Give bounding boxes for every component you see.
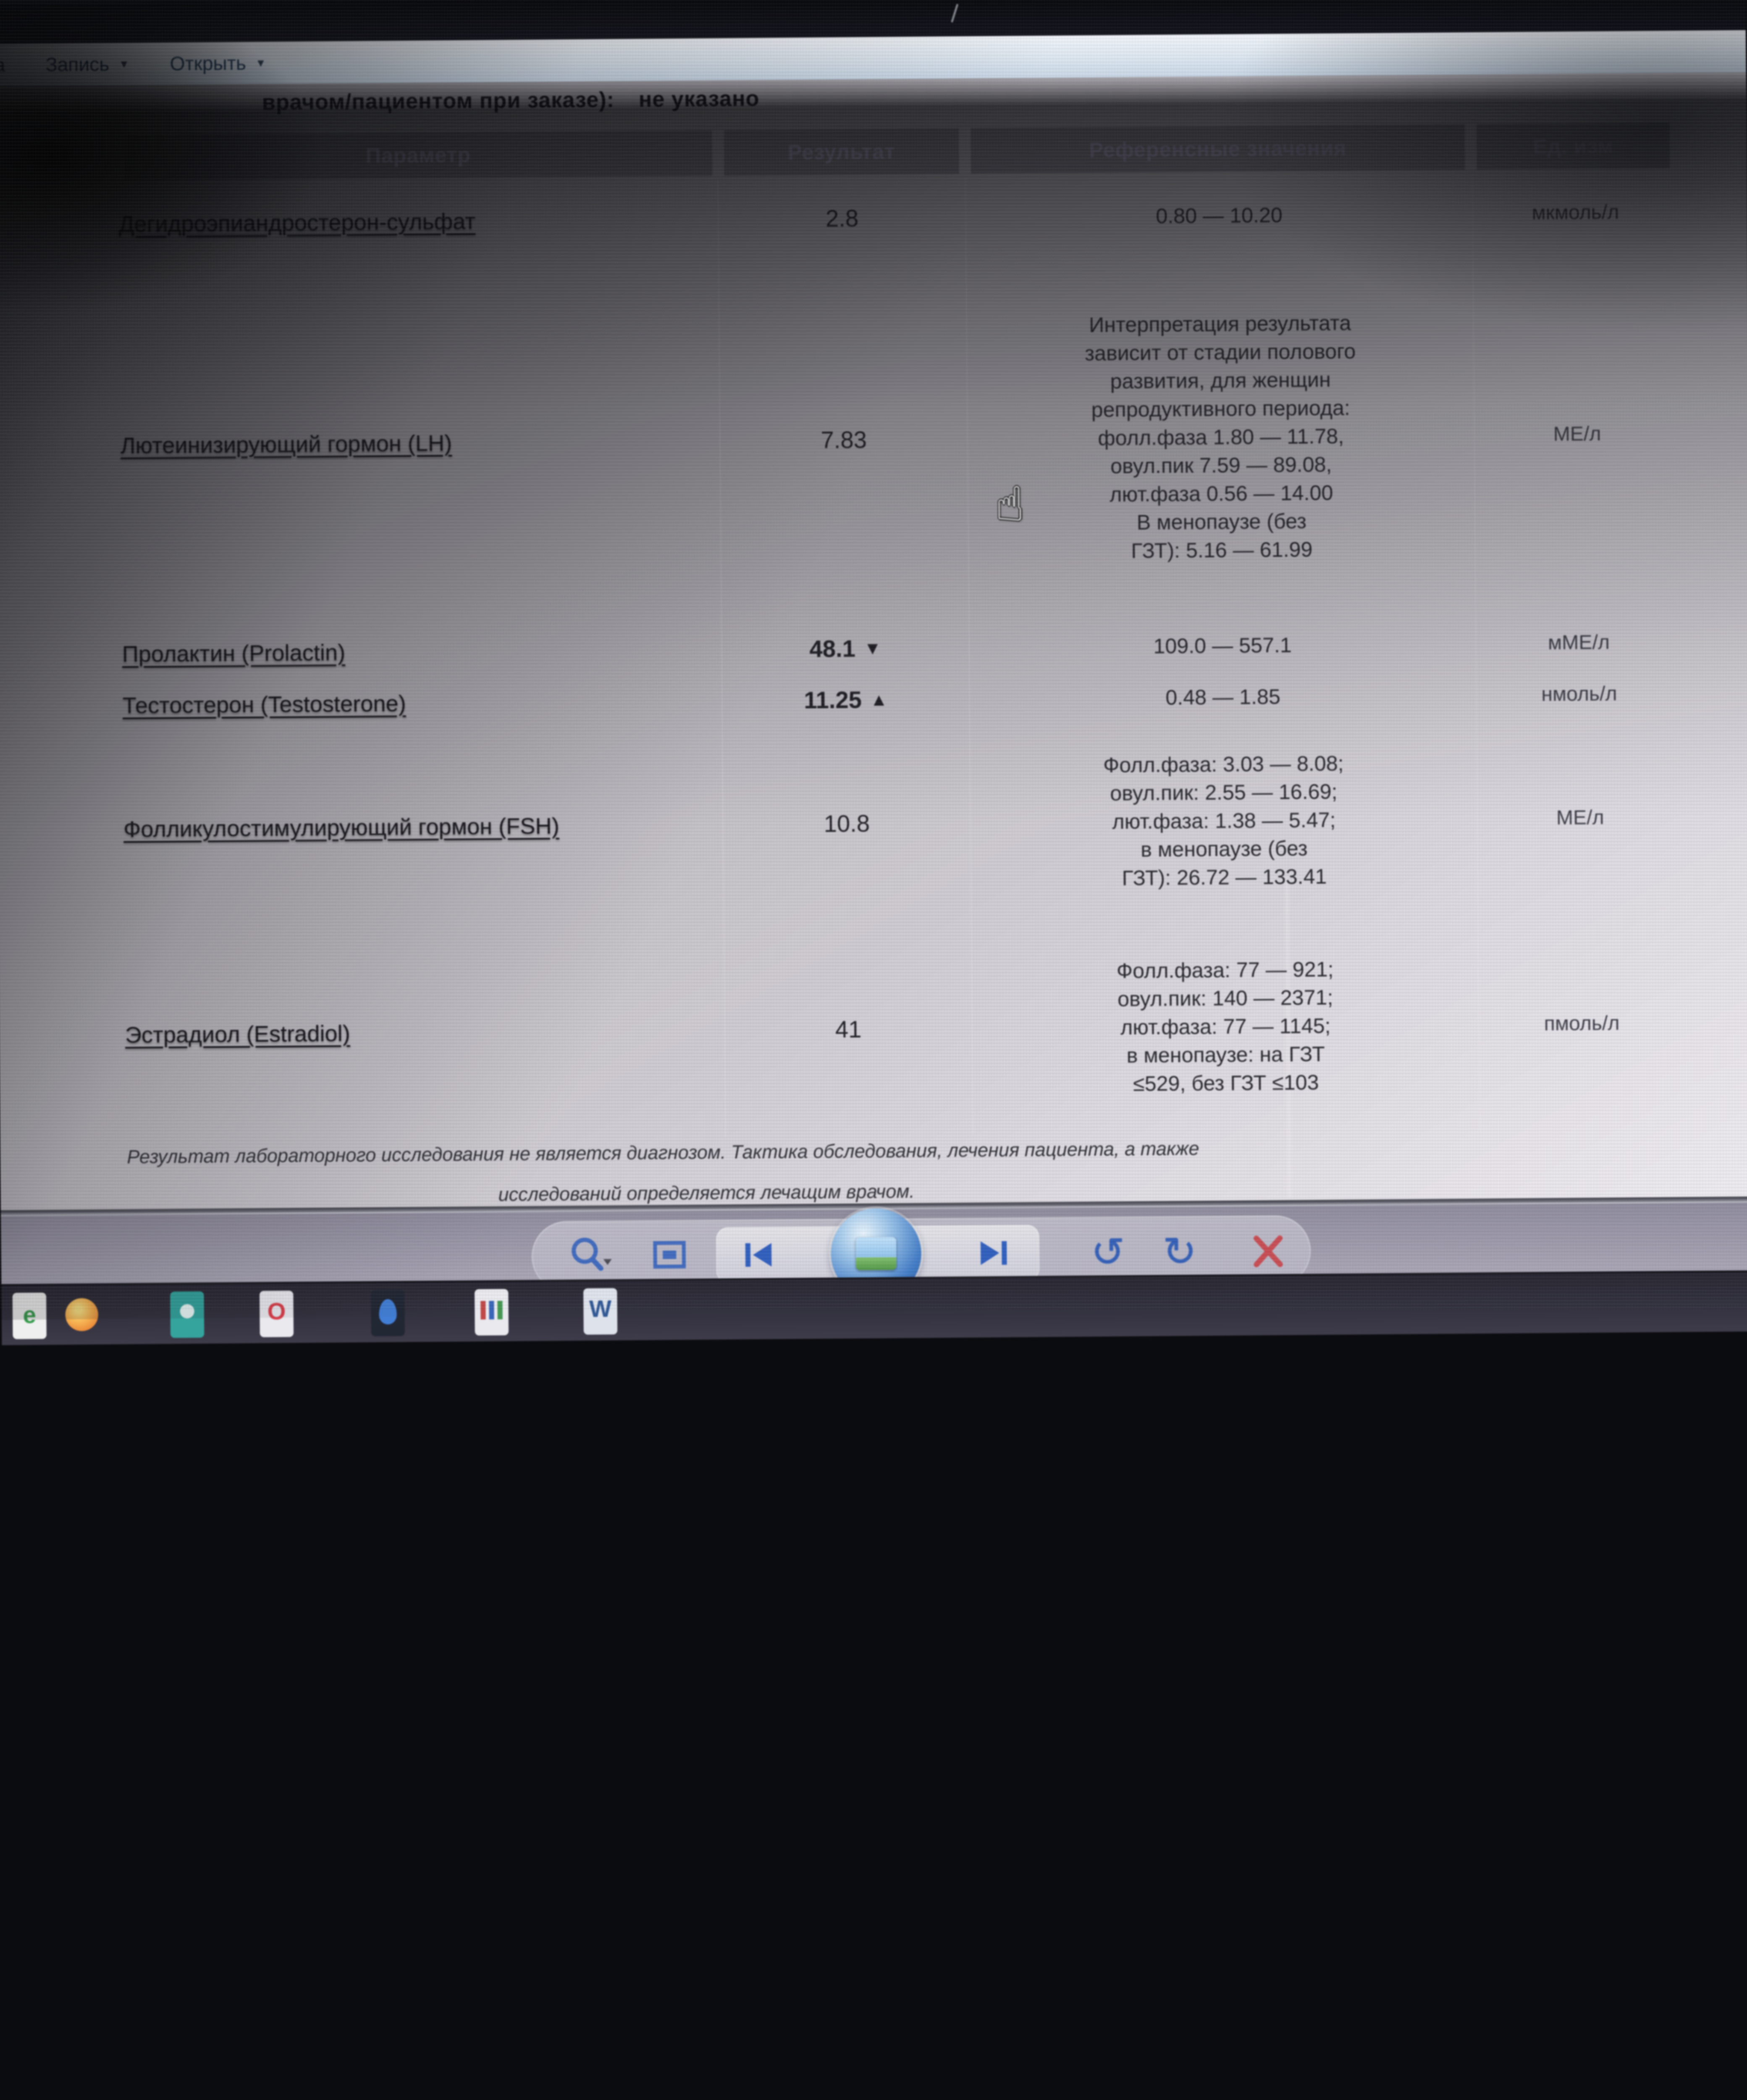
test-name-link[interactable]: Тестостерон (Testosterone) — [122, 688, 406, 721]
rotate-right-icon[interactable]: ↻ — [1152, 1224, 1207, 1279]
test-name-link[interactable]: Эстрадиол (Estradiol) — [125, 1018, 350, 1050]
menu-item-open[interactable]: Открыть ▼ — [170, 52, 266, 75]
taskbar-app-blue-flame-icon[interactable] — [371, 1290, 405, 1336]
taskbar-app-word-icon[interactable]: W — [583, 1288, 617, 1335]
menu-item-open-label: Открыть — [170, 52, 246, 75]
test-name-link[interactable]: Дегидроэпиандростерон-сульфат — [118, 206, 475, 239]
disclaimer-line2: исследований определяется лечащим врачом… — [498, 1180, 915, 1205]
column-header-reference: Референсные значения — [971, 124, 1465, 174]
column-header-parameter: Параметр — [124, 130, 712, 180]
unit-label: нмоль/л — [1541, 680, 1617, 708]
delete-icon[interactable] — [1241, 1223, 1296, 1279]
reference-range: 109.0 — 557.1 — [1153, 631, 1292, 660]
slideshow-picture-icon — [856, 1237, 897, 1270]
result-value: 41 — [835, 1013, 862, 1045]
diagnosis-label: врачом/пациентом при заказе): — [262, 87, 615, 115]
hand-cursor: ☝ — [995, 477, 1024, 532]
taskbar-app-firefox-icon[interactable] — [65, 1292, 99, 1339]
rotate-left-icon[interactable]: ↺ — [1081, 1225, 1136, 1280]
reference-range: 0.80 — 10.20 — [1156, 201, 1283, 231]
result-value: 7.83 — [821, 424, 867, 456]
unit-label: мкмоль/л — [1532, 199, 1619, 227]
chevron-down-icon: ▼ — [118, 58, 129, 71]
table-row-lh: Лютеинизирующий гормон (LH) 7.83 Интерпр… — [110, 252, 1679, 627]
test-name-link[interactable]: Лютеинизирующий гормон (LH) — [121, 428, 452, 461]
menu-item-partial[interactable]: а — [0, 53, 5, 76]
taskbar-app-green-e-icon[interactable]: e — [13, 1293, 47, 1339]
reference-range: Фолл.фаза: 3.03 — 8.08; овул.пик: 2.55 —… — [1103, 749, 1345, 892]
photographed-monitor-screen: а Запись ▼ Открыть ▼ врачом/пациентом пр… — [0, 0, 1747, 1320]
reference-range: Интерпретация результата зависит от стад… — [1084, 309, 1357, 565]
above-range-icon: ▲ — [870, 688, 888, 712]
test-name-link[interactable]: Фолликулостимулирующий гормон (FSH) — [123, 811, 559, 845]
result-value: 2.8 — [826, 202, 859, 234]
menu-item-burn-label: Запись — [45, 52, 109, 76]
table-row-estradiol: Эстрадиол (Estradiol) 41 Фолл.фаза: 77 —… — [115, 916, 1684, 1142]
table-row-fsh: Фолликулостимулирующий гормон (FSH) 10.8… — [113, 718, 1681, 929]
column-header-result: Результат — [724, 128, 959, 176]
unit-label: пмоль/л — [1544, 1010, 1620, 1037]
reference-range: 0.48 — 1.85 — [1165, 682, 1280, 711]
reference-range: Фолл.фаза: 77 — 921; овул.пик: 140 — 237… — [1117, 955, 1335, 1098]
menu-item-partial-label: а — [0, 53, 5, 76]
diagnosis-line: врачом/пациентом при заказе): не указано — [262, 86, 760, 116]
result-value: 48.1 — [809, 633, 855, 665]
result-value: 10.8 — [824, 808, 870, 840]
screen-reflection-mark — [951, 4, 959, 23]
chevron-down-icon: ▼ — [255, 56, 266, 69]
taskbar-app-teal-messenger-icon[interactable] — [170, 1292, 204, 1338]
result-value: 11.25 — [804, 684, 862, 716]
diagnosis-value: не указано — [639, 87, 760, 112]
taskbar-app-opera-icon[interactable]: O — [260, 1291, 294, 1337]
menu-item-burn[interactable]: Запись ▼ — [45, 52, 129, 76]
results-table: Параметр Результат Референсные значения … — [109, 118, 1684, 1142]
fit-to-window-icon[interactable] — [642, 1228, 697, 1284]
column-header-units: Ед. изм — [1477, 123, 1670, 170]
zoom-icon[interactable] — [562, 1228, 617, 1284]
unit-label: МЕ/л — [1553, 420, 1601, 448]
below-range-icon: ▼ — [864, 637, 881, 661]
test-name-link[interactable]: Пролактин (Prolactin) — [122, 637, 346, 669]
table-row-dhea: Дегидроэпиандростерон-сульфат 2.8 0.80 —… — [109, 172, 1676, 264]
lab-report-image: врачом/пациентом при заказе): не указано… — [0, 72, 1747, 1210]
next-icon[interactable] — [967, 1226, 1022, 1281]
unit-label: МЕ/л — [1556, 804, 1604, 832]
taskbar-app-media-icon[interactable] — [475, 1289, 509, 1336]
previous-icon[interactable] — [730, 1227, 786, 1283]
unit-label: мМЕ/л — [1548, 629, 1610, 657]
